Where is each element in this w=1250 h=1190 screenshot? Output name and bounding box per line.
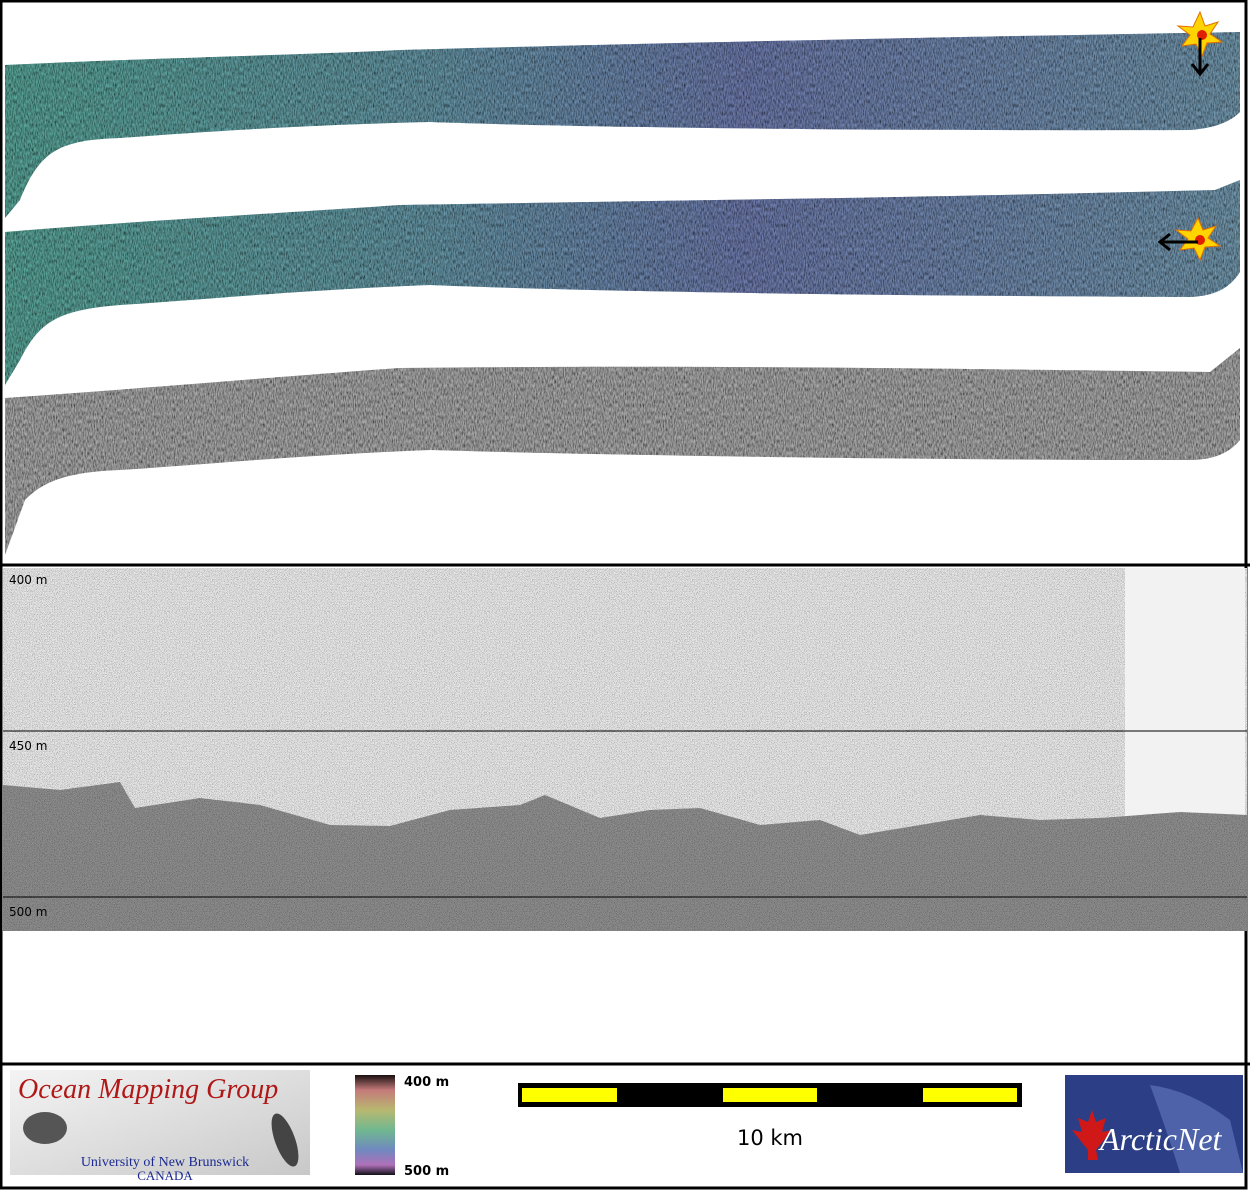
colorbar (355, 1075, 395, 1175)
logo-graphic (271, 1113, 299, 1167)
depth-label: 400 m (9, 573, 47, 587)
depth-label: 500 m (9, 905, 47, 919)
logo-graphic (23, 1112, 67, 1144)
colorbar-label: 500 m (404, 1164, 449, 1179)
omg-country: CANADA (137, 1168, 193, 1183)
bathymetry-swath (5, 32, 1240, 218)
arcticnet-title: ArcticNet (1098, 1121, 1223, 1157)
scale-segment (923, 1088, 1017, 1102)
seafloor-return (3, 782, 1247, 931)
scale-label: 10 km (737, 1126, 803, 1150)
start-marker (1157, 216, 1222, 262)
omg-university: University of New Brunswick (81, 1155, 249, 1170)
bathymetry-swath (5, 180, 1240, 385)
maple-leaf (1072, 1110, 1112, 1160)
scale-segment (522, 1088, 617, 1102)
depth-label: 450 m (9, 739, 47, 753)
logo-graphic (1150, 1085, 1243, 1173)
colorbar-label: 400 m (404, 1075, 449, 1090)
omg-title: Ocean Mapping Group (18, 1074, 278, 1105)
scale-segment (723, 1088, 817, 1102)
backscatter-swath (5, 348, 1240, 555)
start-marker (1176, 10, 1224, 77)
